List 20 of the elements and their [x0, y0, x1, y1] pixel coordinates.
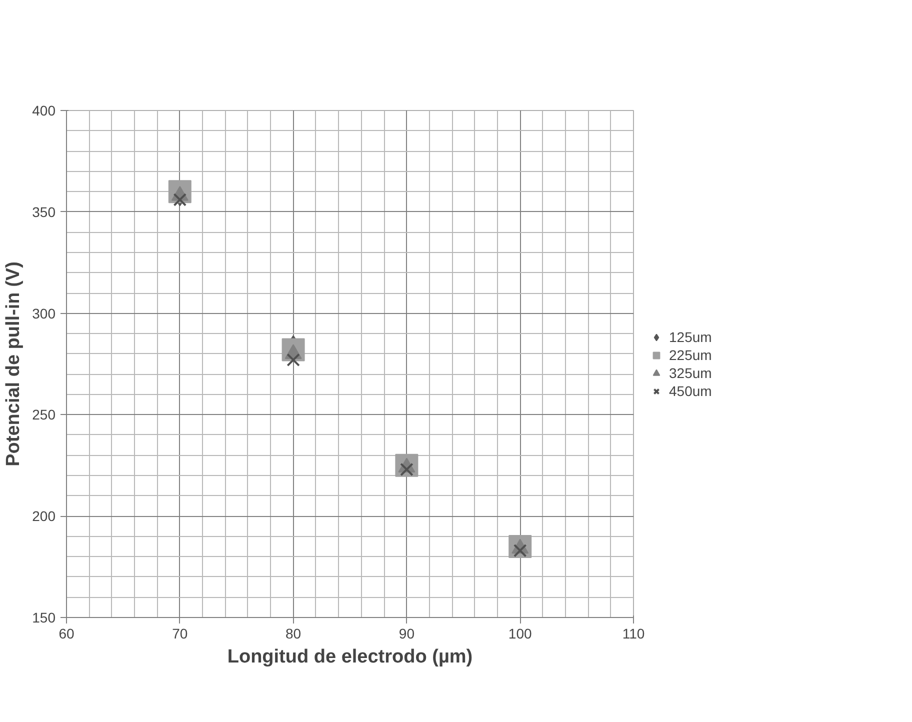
x-axis-title: Longitud de electrodo (µm): [227, 646, 473, 668]
y-tick-label: 300: [32, 305, 56, 322]
y-tick-label: 200: [32, 508, 56, 524]
legend-label: 225um: [669, 346, 712, 362]
x-tick-label: 110: [622, 626, 645, 642]
x-tick-label: 70: [172, 626, 188, 642]
x-tick-label: 60: [58, 626, 74, 642]
y-tick-label: 250: [32, 406, 56, 423]
legend-label: 450um: [669, 382, 712, 398]
y-tick-label: 150: [32, 610, 56, 626]
point: [286, 353, 300, 367]
point: [173, 193, 187, 206]
y-tick-label: 350: [32, 204, 56, 220]
x-tick-label: 100: [508, 626, 532, 642]
y-tick-label: 400: [32, 102, 56, 118]
x-tick-label: 80: [286, 626, 302, 642]
legend-label: 125um: [669, 328, 712, 344]
x-tick-label: 90: [398, 626, 415, 642]
y-axis-title: Potencial de pull-in (V): [3, 262, 24, 466]
legend-label: 325um: [669, 364, 712, 380]
